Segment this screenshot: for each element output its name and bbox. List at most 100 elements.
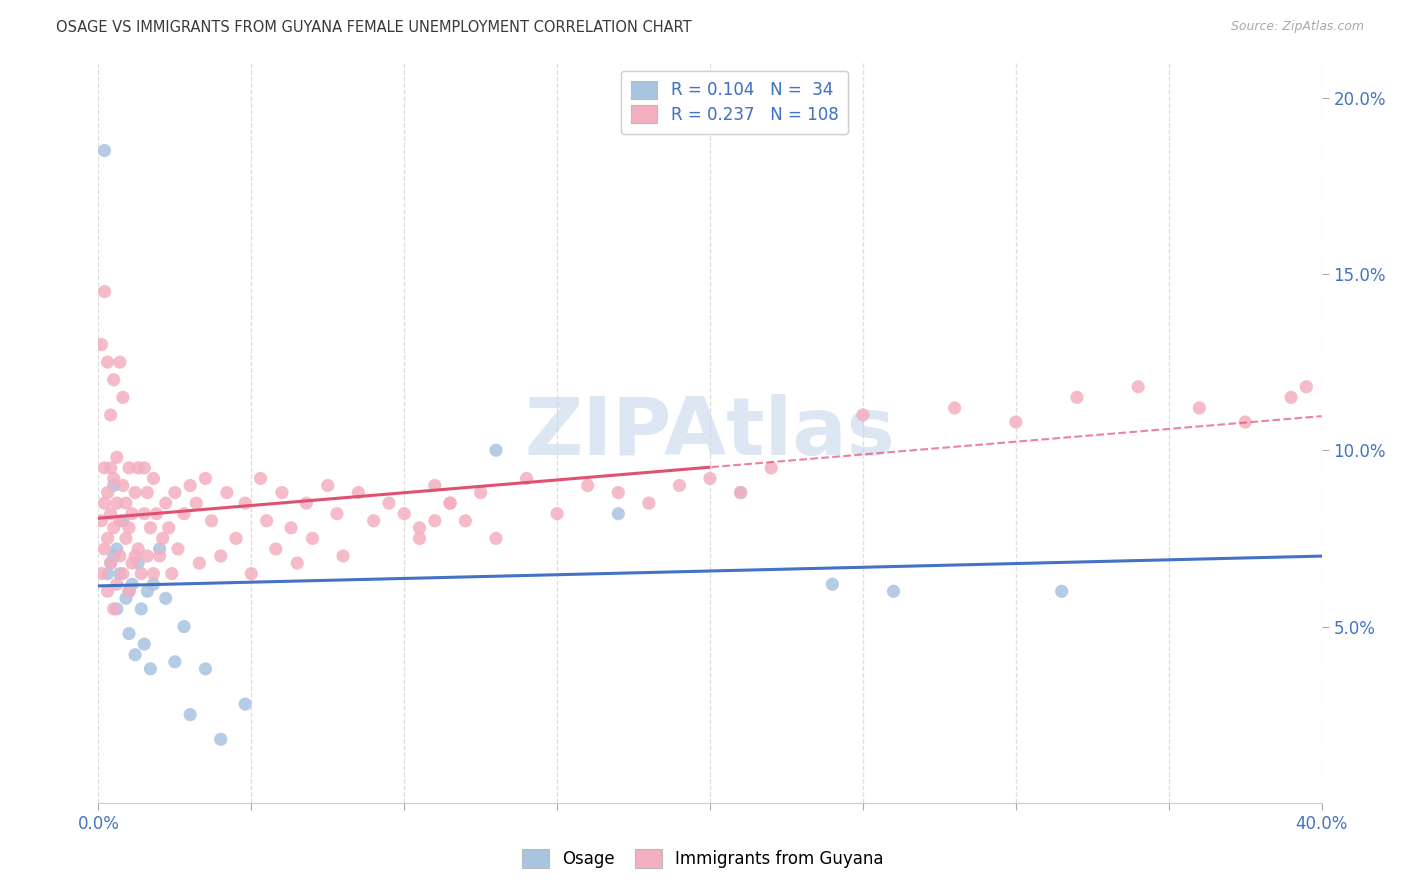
Point [516,471,538,485]
Point [408,521,430,535]
Point [730,485,752,500]
Point [1004,415,1026,429]
Point [1188,401,1211,415]
Point [115,532,138,546]
Point [1279,390,1302,404]
Point [108,355,131,369]
Point [93,285,115,299]
Point [301,532,323,546]
Point [103,471,125,485]
Point [121,577,143,591]
Point [93,144,115,158]
Point [233,496,256,510]
Point [118,626,141,640]
Point [118,584,141,599]
Point [103,602,125,616]
Point [103,478,125,492]
Point [142,577,165,591]
Point [576,478,599,492]
Point [149,549,172,563]
Point [1066,390,1088,404]
Point [209,549,232,563]
Point [108,566,131,581]
Point [943,401,966,415]
Point [129,602,152,616]
Point [454,514,477,528]
Point [439,496,461,510]
Point [134,507,156,521]
Point [699,471,721,485]
Text: ZIPAtlas: ZIPAtlas [524,393,896,472]
Point [157,521,180,535]
Point [139,521,162,535]
Point [179,478,201,492]
Legend: R = 0.104   N =  34, R = 0.237   N = 108: R = 0.104 N = 34, R = 0.237 N = 108 [620,70,848,134]
Point [194,662,217,676]
Point [134,461,156,475]
Point [142,566,165,581]
Point [225,532,247,546]
Legend: Osage, Immigrants from Guyana: Osage, Immigrants from Guyana [516,843,890,875]
Point [149,541,172,556]
Point [637,496,661,510]
Point [264,541,287,556]
Point [108,514,131,528]
Point [163,655,186,669]
Point [270,485,292,500]
Point [668,478,690,492]
Point [249,471,271,485]
Point [100,507,122,521]
Point [1295,380,1317,394]
Point [883,584,905,599]
Point [100,556,122,570]
Text: Source: ZipAtlas.com: Source: ZipAtlas.com [1230,20,1364,33]
Point [97,485,120,500]
Point [118,521,141,535]
Point [124,485,146,500]
Point [200,514,222,528]
Point [1128,380,1150,394]
Point [145,507,167,521]
Point [103,373,125,387]
Point [1234,415,1257,429]
Point [408,532,430,546]
Point [105,602,128,616]
Point [134,637,156,651]
Point [546,507,568,521]
Point [209,732,232,747]
Point [607,485,630,500]
Point [160,566,183,581]
Point [173,507,195,521]
Point [90,566,112,581]
Point [127,556,149,570]
Point [852,408,875,422]
Point [821,577,844,591]
Point [485,443,508,458]
Point [155,496,177,510]
Point [90,514,112,528]
Point [105,541,128,556]
Point [295,496,318,510]
Point [100,556,122,570]
Point [111,566,134,581]
Point [332,549,354,563]
Point [121,507,143,521]
Point [470,485,492,500]
Point [136,485,159,500]
Point [363,514,385,528]
Point [100,461,122,475]
Point [93,496,115,510]
Point [93,461,115,475]
Point [142,471,165,485]
Point [97,355,120,369]
Point [136,584,159,599]
Point [155,591,177,606]
Point [152,532,174,546]
Point [118,584,141,599]
Point [105,496,128,510]
Point [103,549,125,563]
Point [186,496,208,510]
Point [173,619,195,633]
Point [326,507,349,521]
Point [129,566,152,581]
